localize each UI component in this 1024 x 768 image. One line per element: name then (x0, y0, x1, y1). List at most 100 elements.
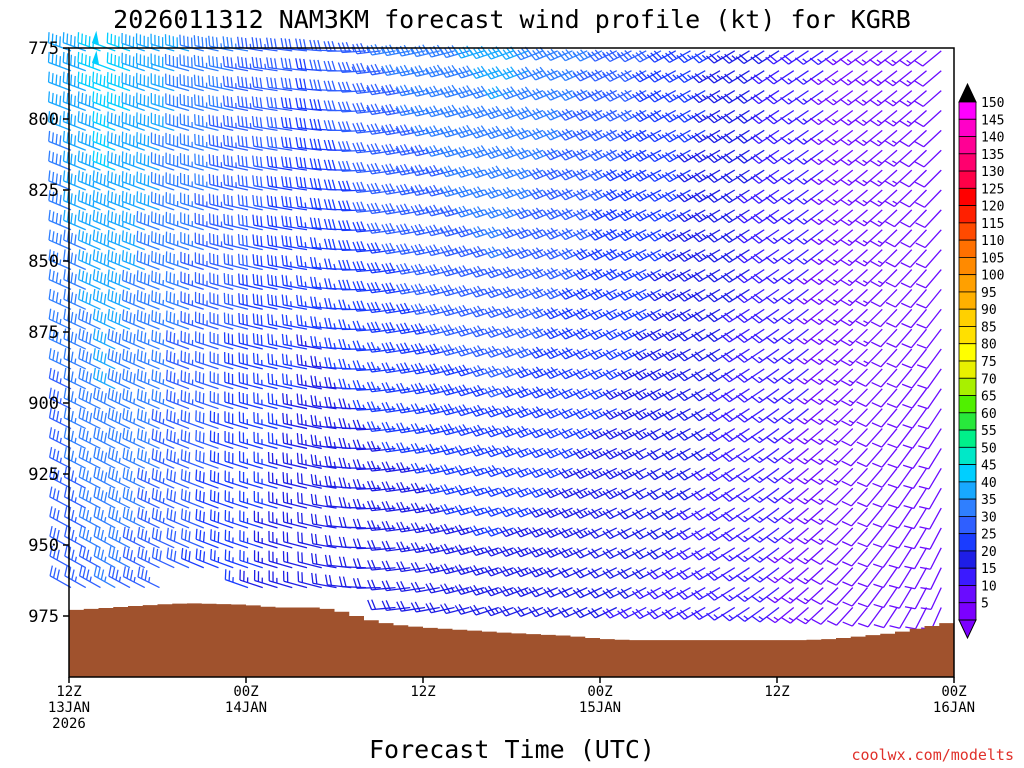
wind-barb (180, 192, 204, 211)
wind-barb (410, 263, 440, 276)
wind-barb (602, 188, 632, 202)
wind-barb (676, 149, 706, 163)
wind-barb (706, 368, 736, 382)
x-tick-label: 16JAN (933, 700, 975, 716)
wind-barb (720, 169, 750, 184)
wind-barb (735, 109, 765, 124)
wind-barb (839, 90, 868, 106)
wind-barb (751, 567, 780, 583)
wind-barb (840, 209, 868, 226)
wind-barb (208, 213, 234, 231)
wind-barb (337, 61, 367, 73)
wind-barb (899, 109, 927, 127)
wind-barb (914, 149, 942, 168)
wind-barb (180, 311, 204, 330)
wind-barb (914, 129, 942, 148)
wind-barb (706, 547, 736, 562)
wind-barb (280, 136, 308, 151)
wind-barb (395, 163, 426, 176)
y-tick-label: 825 (28, 181, 59, 201)
colorbar-label: 70 (981, 372, 997, 387)
wind-barb (735, 229, 765, 244)
wind-barb (796, 607, 824, 625)
wind-barb (267, 333, 293, 350)
wind-barb (253, 451, 278, 469)
wind-barb (795, 229, 824, 245)
wind-barb (410, 442, 440, 454)
wind-barb (194, 232, 219, 251)
wind-barb (780, 129, 809, 145)
wind-barb (237, 214, 263, 231)
wind-barb (151, 329, 175, 350)
wind-barb (809, 90, 839, 106)
wind-barb (886, 328, 913, 348)
wind-barb (164, 53, 190, 72)
wind-barb (706, 348, 736, 363)
wind-barb (794, 90, 824, 105)
wind-barb (765, 268, 795, 284)
wind-barb (706, 408, 736, 422)
wind-barb (440, 583, 470, 595)
wind-barb (381, 222, 411, 235)
wind-barb (780, 507, 809, 524)
wind-barb (223, 292, 249, 310)
colorbar-label: 150 (981, 96, 1004, 111)
wind-barb (796, 567, 824, 585)
wind-barb (915, 229, 942, 249)
wind-barb (252, 313, 278, 330)
wind-barb (77, 51, 101, 72)
wind-barb (223, 154, 249, 171)
wind-barb (631, 229, 662, 242)
wind-barb (395, 223, 426, 236)
wind-barb (323, 139, 352, 151)
wind-barb (691, 408, 721, 422)
wind-barb (107, 190, 131, 211)
wind-barb (691, 169, 721, 183)
wind-barb (324, 317, 352, 330)
wind-barb (396, 581, 426, 592)
wind-barb (841, 408, 868, 427)
wind-barb (661, 328, 691, 342)
wind-barb (179, 74, 204, 92)
wind-barb (661, 527, 691, 541)
wind-barb (899, 169, 927, 188)
colorbar-label: 135 (981, 148, 1004, 163)
wind-barb (826, 607, 854, 626)
wind-barb (810, 408, 839, 426)
wind-barb (617, 249, 647, 262)
wind-barb (706, 288, 736, 303)
wind-barb (338, 200, 367, 212)
wind-barb (917, 368, 942, 390)
wind-barb (179, 93, 204, 112)
wind-barb (150, 93, 175, 112)
wind-barb (63, 288, 87, 310)
wind-barb (676, 427, 706, 441)
wind-barb (381, 123, 411, 136)
wind-barb (646, 328, 677, 342)
wind-barb (151, 349, 175, 370)
wind-barb (795, 368, 824, 385)
wind-barb (253, 431, 278, 450)
wind-barb (617, 69, 647, 83)
wind-barb (208, 114, 234, 131)
colorbar-swatch (958, 326, 977, 345)
wind-barb (166, 409, 190, 430)
wind-barb (366, 162, 396, 175)
wind-barb (676, 90, 706, 103)
wind-barb (857, 567, 883, 588)
wind-barb (735, 408, 765, 423)
wind-barb (899, 149, 927, 168)
wind-barb (78, 288, 101, 310)
wind-barb (352, 122, 381, 134)
colorbar-label: 125 (981, 182, 1004, 197)
wind-barb (137, 507, 160, 529)
wind-barb (706, 268, 736, 283)
wind-barb (352, 538, 381, 550)
wind-barb (267, 372, 293, 390)
wind-barb (311, 553, 337, 569)
wind-barb (735, 209, 765, 224)
wind-barb (280, 77, 308, 92)
wind-barb (661, 249, 691, 262)
wind-barb (410, 423, 440, 435)
wind-barb (338, 239, 367, 251)
